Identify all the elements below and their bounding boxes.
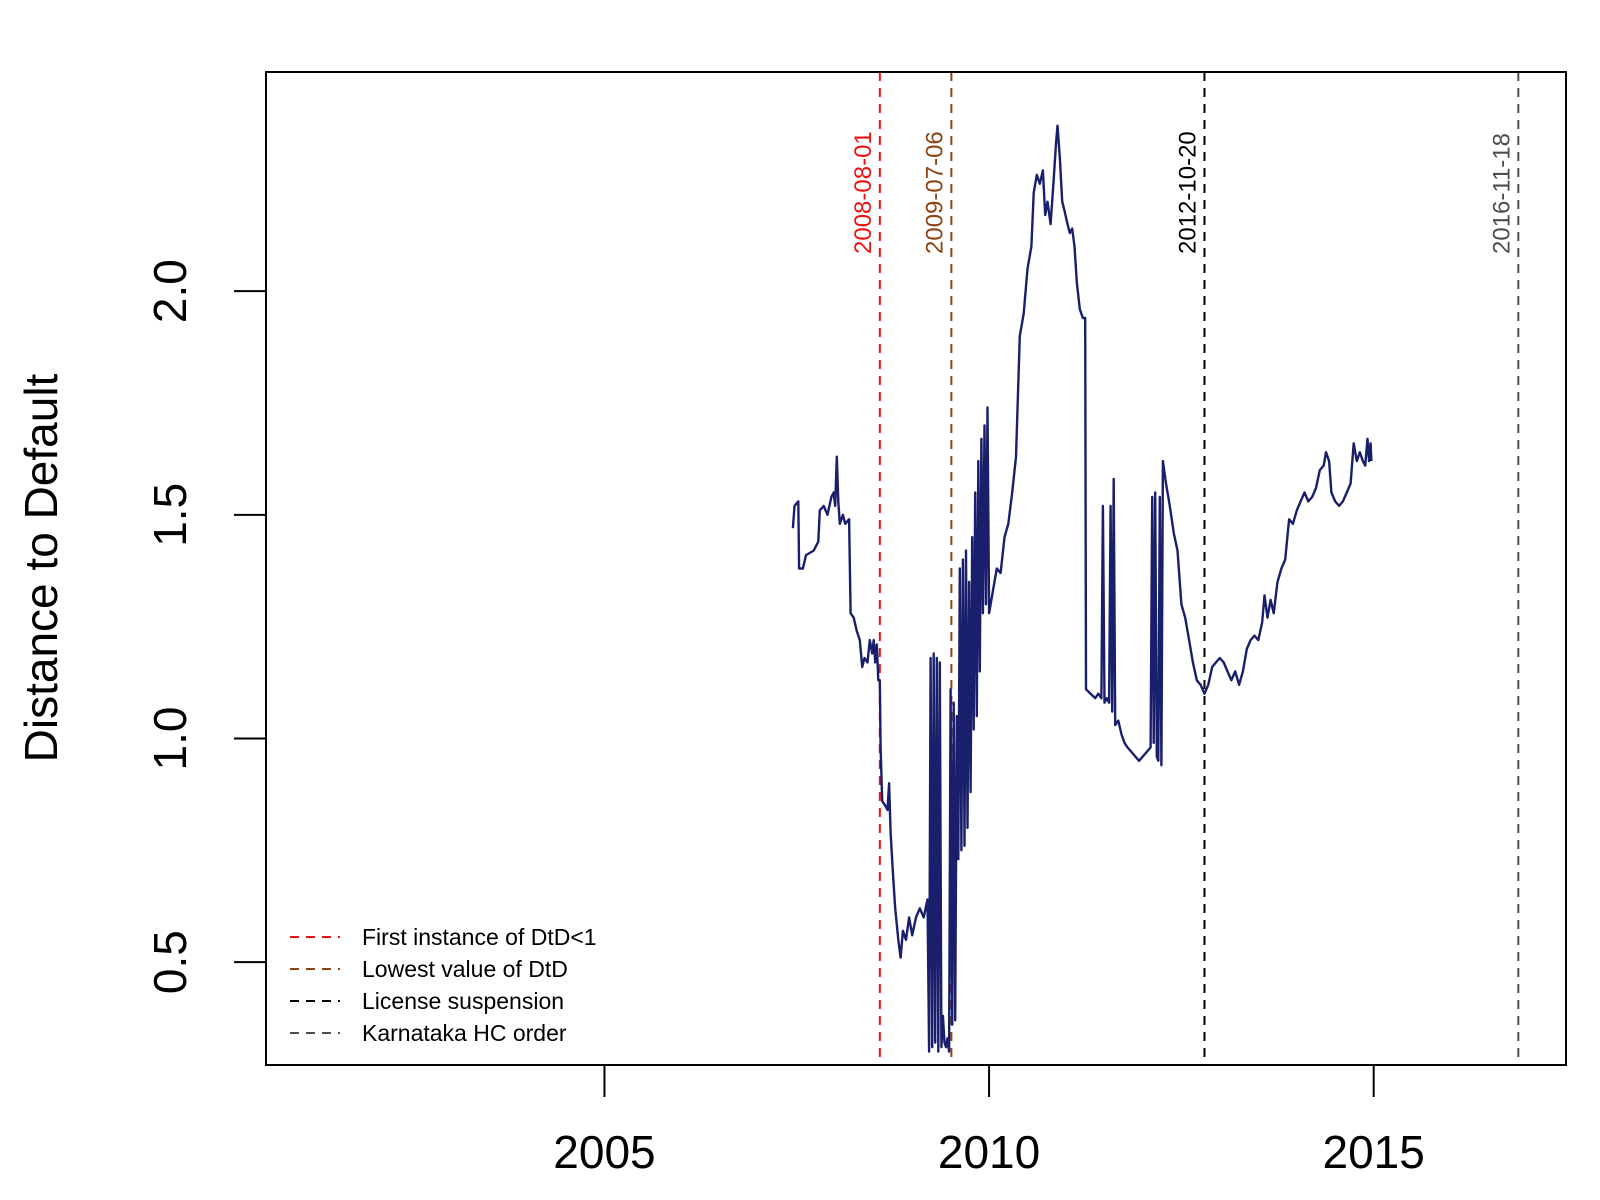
x-tick-label-1: 2010 xyxy=(938,1126,1040,1178)
y-tick-label-0: 0.5 xyxy=(144,930,196,994)
reference-lines: 2008-08-01 2009-07-06 2012-10-20 2016-11-18 xyxy=(850,72,1520,1065)
y-tick-label-2: 1.5 xyxy=(144,483,196,547)
vline-label-2: 2012-10-20 xyxy=(1174,131,1201,254)
y-tick-label-1: 1.0 xyxy=(144,706,196,770)
legend: First instance of DtD<1 Lowest value of D… xyxy=(290,924,597,1046)
y-axis-title: Distance to Default xyxy=(15,373,67,762)
series-line-0 xyxy=(791,124,1373,1053)
vline-label-1: 2009-07-06 xyxy=(921,131,948,254)
x-tick-label-2: 2015 xyxy=(1323,1126,1425,1178)
x-axis: 2005 2010 2015 xyxy=(553,1065,1425,1178)
legend-label-0: First instance of DtD<1 xyxy=(362,924,597,950)
plot-frame xyxy=(265,71,1567,1066)
y-tick-label-3: 2.0 xyxy=(144,259,196,323)
x-tick-label-0: 2005 xyxy=(553,1126,655,1178)
series-layer xyxy=(791,124,1373,1053)
vline-label-0: 2008-08-01 xyxy=(850,131,877,254)
legend-label-1: Lowest value of DtD xyxy=(362,956,568,982)
vline-label-3: 2016-11-18 xyxy=(1488,133,1515,254)
legend-label-3: Karnataka HC order xyxy=(362,1020,567,1046)
legend-label-2: License suspension xyxy=(362,988,564,1014)
y-axis: 0.5 1.0 1.5 2.0 xyxy=(144,259,266,994)
